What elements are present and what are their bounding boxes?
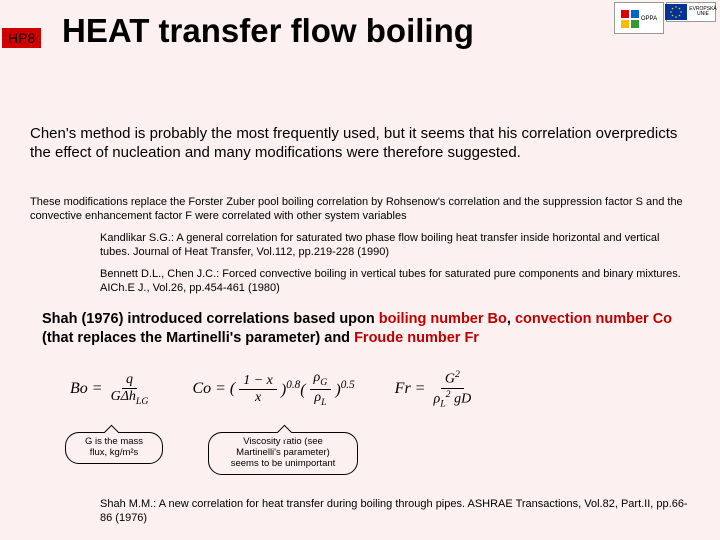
reference-2: Bennett D.L., Chen J.C.: Forced convecti… (100, 268, 690, 296)
slide-title: HEAT transfer flow boiling (62, 12, 474, 50)
eu-logo: EVROPSKÁ UNIE (666, 2, 716, 22)
eu-label: EVROPSKÁ UNIE (689, 7, 717, 17)
equation-fr: Fr = G2ρL2 gD (395, 370, 476, 409)
sub-paragraph: These modifications replace the Forster … (30, 196, 690, 224)
equations-row: Bo = qGΔhLG Co = ( 1 − xx )0.8( ρGρL )0.… (70, 370, 690, 409)
eu-flag-icon (665, 4, 687, 20)
shah-paragraph: Shah (1976) introduced correlations base… (42, 310, 690, 348)
main-paragraph: Chen's method is probably the most frequ… (30, 125, 690, 163)
oppa-logo: OPPA (614, 2, 664, 34)
svg-text:OPPA: OPPA (641, 16, 657, 22)
reference-3: Shah M.M.: A new correlation for heat tr… (100, 498, 690, 526)
reference-1: Kandlikar S.G.: A general correlation fo… (100, 232, 690, 260)
callout-mass-flux: G is the mass flux, kg/m²s (65, 432, 163, 464)
equation-bo: Bo = qGΔhLG (70, 373, 152, 407)
callout-viscosity: Viscosity ratio (see Martinelli's parame… (208, 432, 358, 475)
header-logos: OPPA EVROPSKÁ UNIE (614, 2, 716, 34)
slide-badge: HP8 (2, 28, 41, 48)
equation-co: Co = ( 1 − xx )0.8( ρGρL )0.5 (192, 371, 354, 407)
